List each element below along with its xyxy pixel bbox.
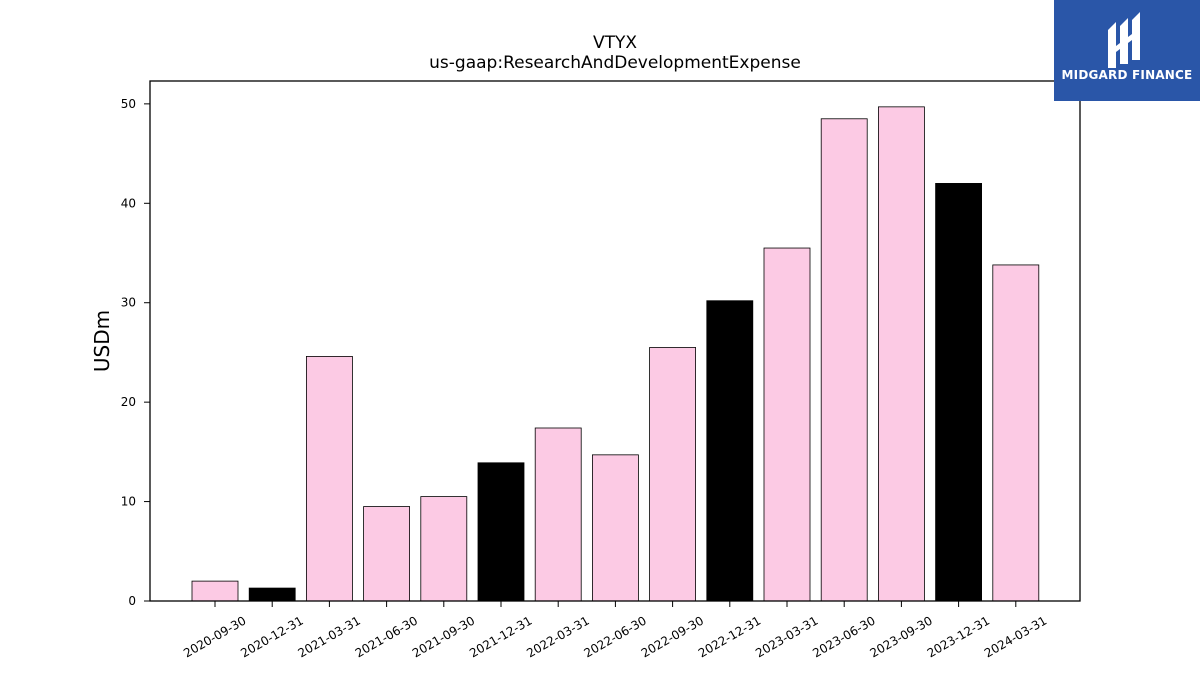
x-tick-label: 2022-03-31 [524,613,591,660]
x-tick-label: 2020-09-30 [181,613,248,660]
plot-frame [149,80,1081,602]
bar-2022-06-30 [592,454,639,602]
bar-2024-03-31 [992,264,1040,602]
brand-logo: MIDGARD FINANCE [1054,0,1200,101]
y-tick-label: 40 [121,196,136,210]
x-tick-label: 2024-03-31 [982,613,1049,660]
chart-title: VTYX [593,33,637,53]
x-tick-label: 2023-03-31 [753,613,820,660]
x-tick-label: 2021-03-31 [295,613,362,660]
x-tick-label: 2023-06-30 [810,613,877,660]
x-tick-label: 2020-12-31 [238,613,305,660]
x-tick-label: 2023-09-30 [867,613,934,660]
x-tick-label: 2021-09-30 [410,613,477,660]
bar-2022-03-31 [534,427,582,602]
x-tick-label: 2021-12-31 [467,613,534,660]
y-tick-label: 10 [121,495,136,509]
x-ticks-group: 2020-09-302020-12-312021-03-312021-06-30… [181,601,1049,660]
bar-2020-09-30 [191,580,239,602]
y-tick-label: 20 [121,395,136,409]
brand-name: MIDGARD FINANCE [1061,68,1193,82]
bar-2022-12-31 [706,300,754,602]
bar-2023-03-31 [763,247,811,602]
bar-2021-12-31 [477,462,525,602]
y-tick-label: 50 [121,97,136,111]
bar-2023-09-30 [878,106,925,602]
y-ticks-group: 0 10 20 30 40 50 [121,97,150,608]
x-tick-label: 2022-09-30 [639,613,706,660]
bar-2020-12-31 [248,587,296,602]
bars-group [191,106,1040,602]
bar-2021-09-30 [420,496,468,602]
bar-2023-12-31 [935,183,982,602]
bar-2021-03-31 [305,356,353,602]
bar-2021-06-30 [363,506,411,602]
bar-2023-06-30 [820,118,868,602]
midgard-logo-icon [1108,12,1140,68]
x-tick-label: 2021-06-30 [353,613,420,660]
x-tick-label: 2022-06-30 [581,613,648,660]
y-tick-label: 30 [121,296,136,310]
x-tick-label: 2023-12-31 [925,613,992,660]
x-tick-label: 2022-12-31 [696,613,763,660]
chart-subtitle: us-gaap:ResearchAndDevelopmentExpense [429,53,801,73]
y-tick-label: 0 [128,594,136,608]
y-axis-label: USDm [90,310,114,372]
bar-2022-09-30 [649,347,696,602]
